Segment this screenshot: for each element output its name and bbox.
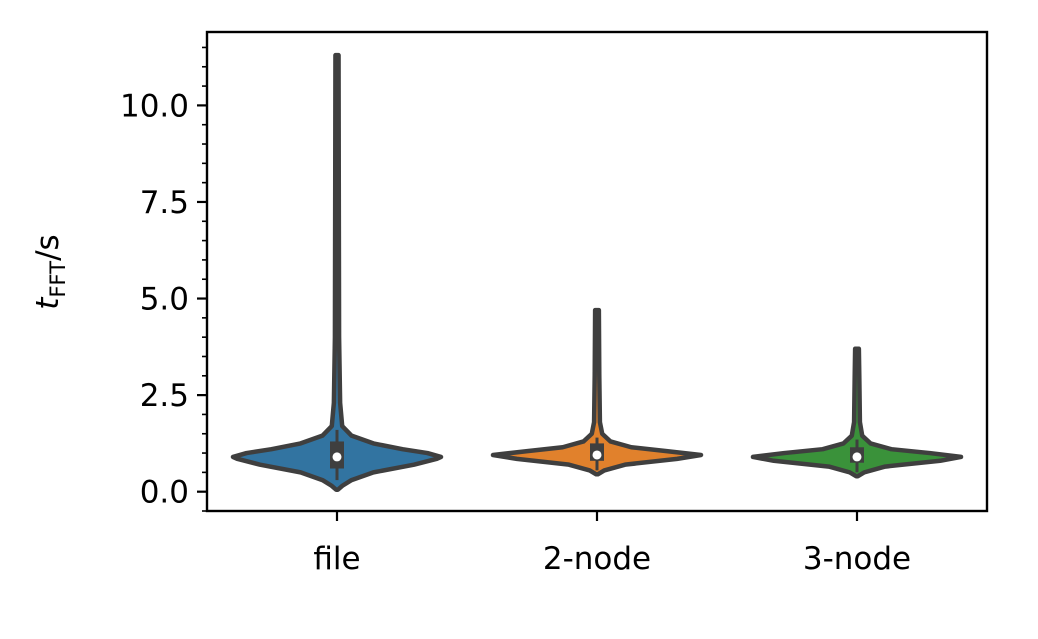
y-tick-label: 2.5 (140, 378, 189, 414)
violin-body (750, 346, 964, 479)
y-tick-label: 5.0 (140, 282, 189, 318)
y-axis-label-suffix: /s (30, 234, 66, 261)
y-tick-label: 10.0 (120, 88, 189, 124)
violin-median-point (852, 452, 862, 462)
y-tick-label: 7.5 (140, 185, 189, 221)
x-tick-label: file (313, 541, 360, 577)
x-axis: file 2-node 3-node (313, 511, 911, 577)
violin-median-point (332, 452, 342, 462)
violins-layer (230, 52, 964, 493)
y-axis: 0.0 2.5 5.0 7.5 10.0 (120, 46, 207, 512)
violin-body (230, 52, 444, 493)
x-tick-label: 3-node (803, 541, 911, 577)
y-axis-label-subscript: FFT (46, 261, 70, 298)
y-axis-label-base: t (30, 296, 66, 310)
violin-median-point (592, 450, 602, 460)
x-tick-label: 2-node (543, 541, 651, 577)
plot-frame (205, 30, 989, 513)
y-axis-label: tFFT/s (30, 234, 70, 309)
y-tick-label: 0.0 (140, 475, 189, 511)
violin-body (490, 307, 704, 477)
